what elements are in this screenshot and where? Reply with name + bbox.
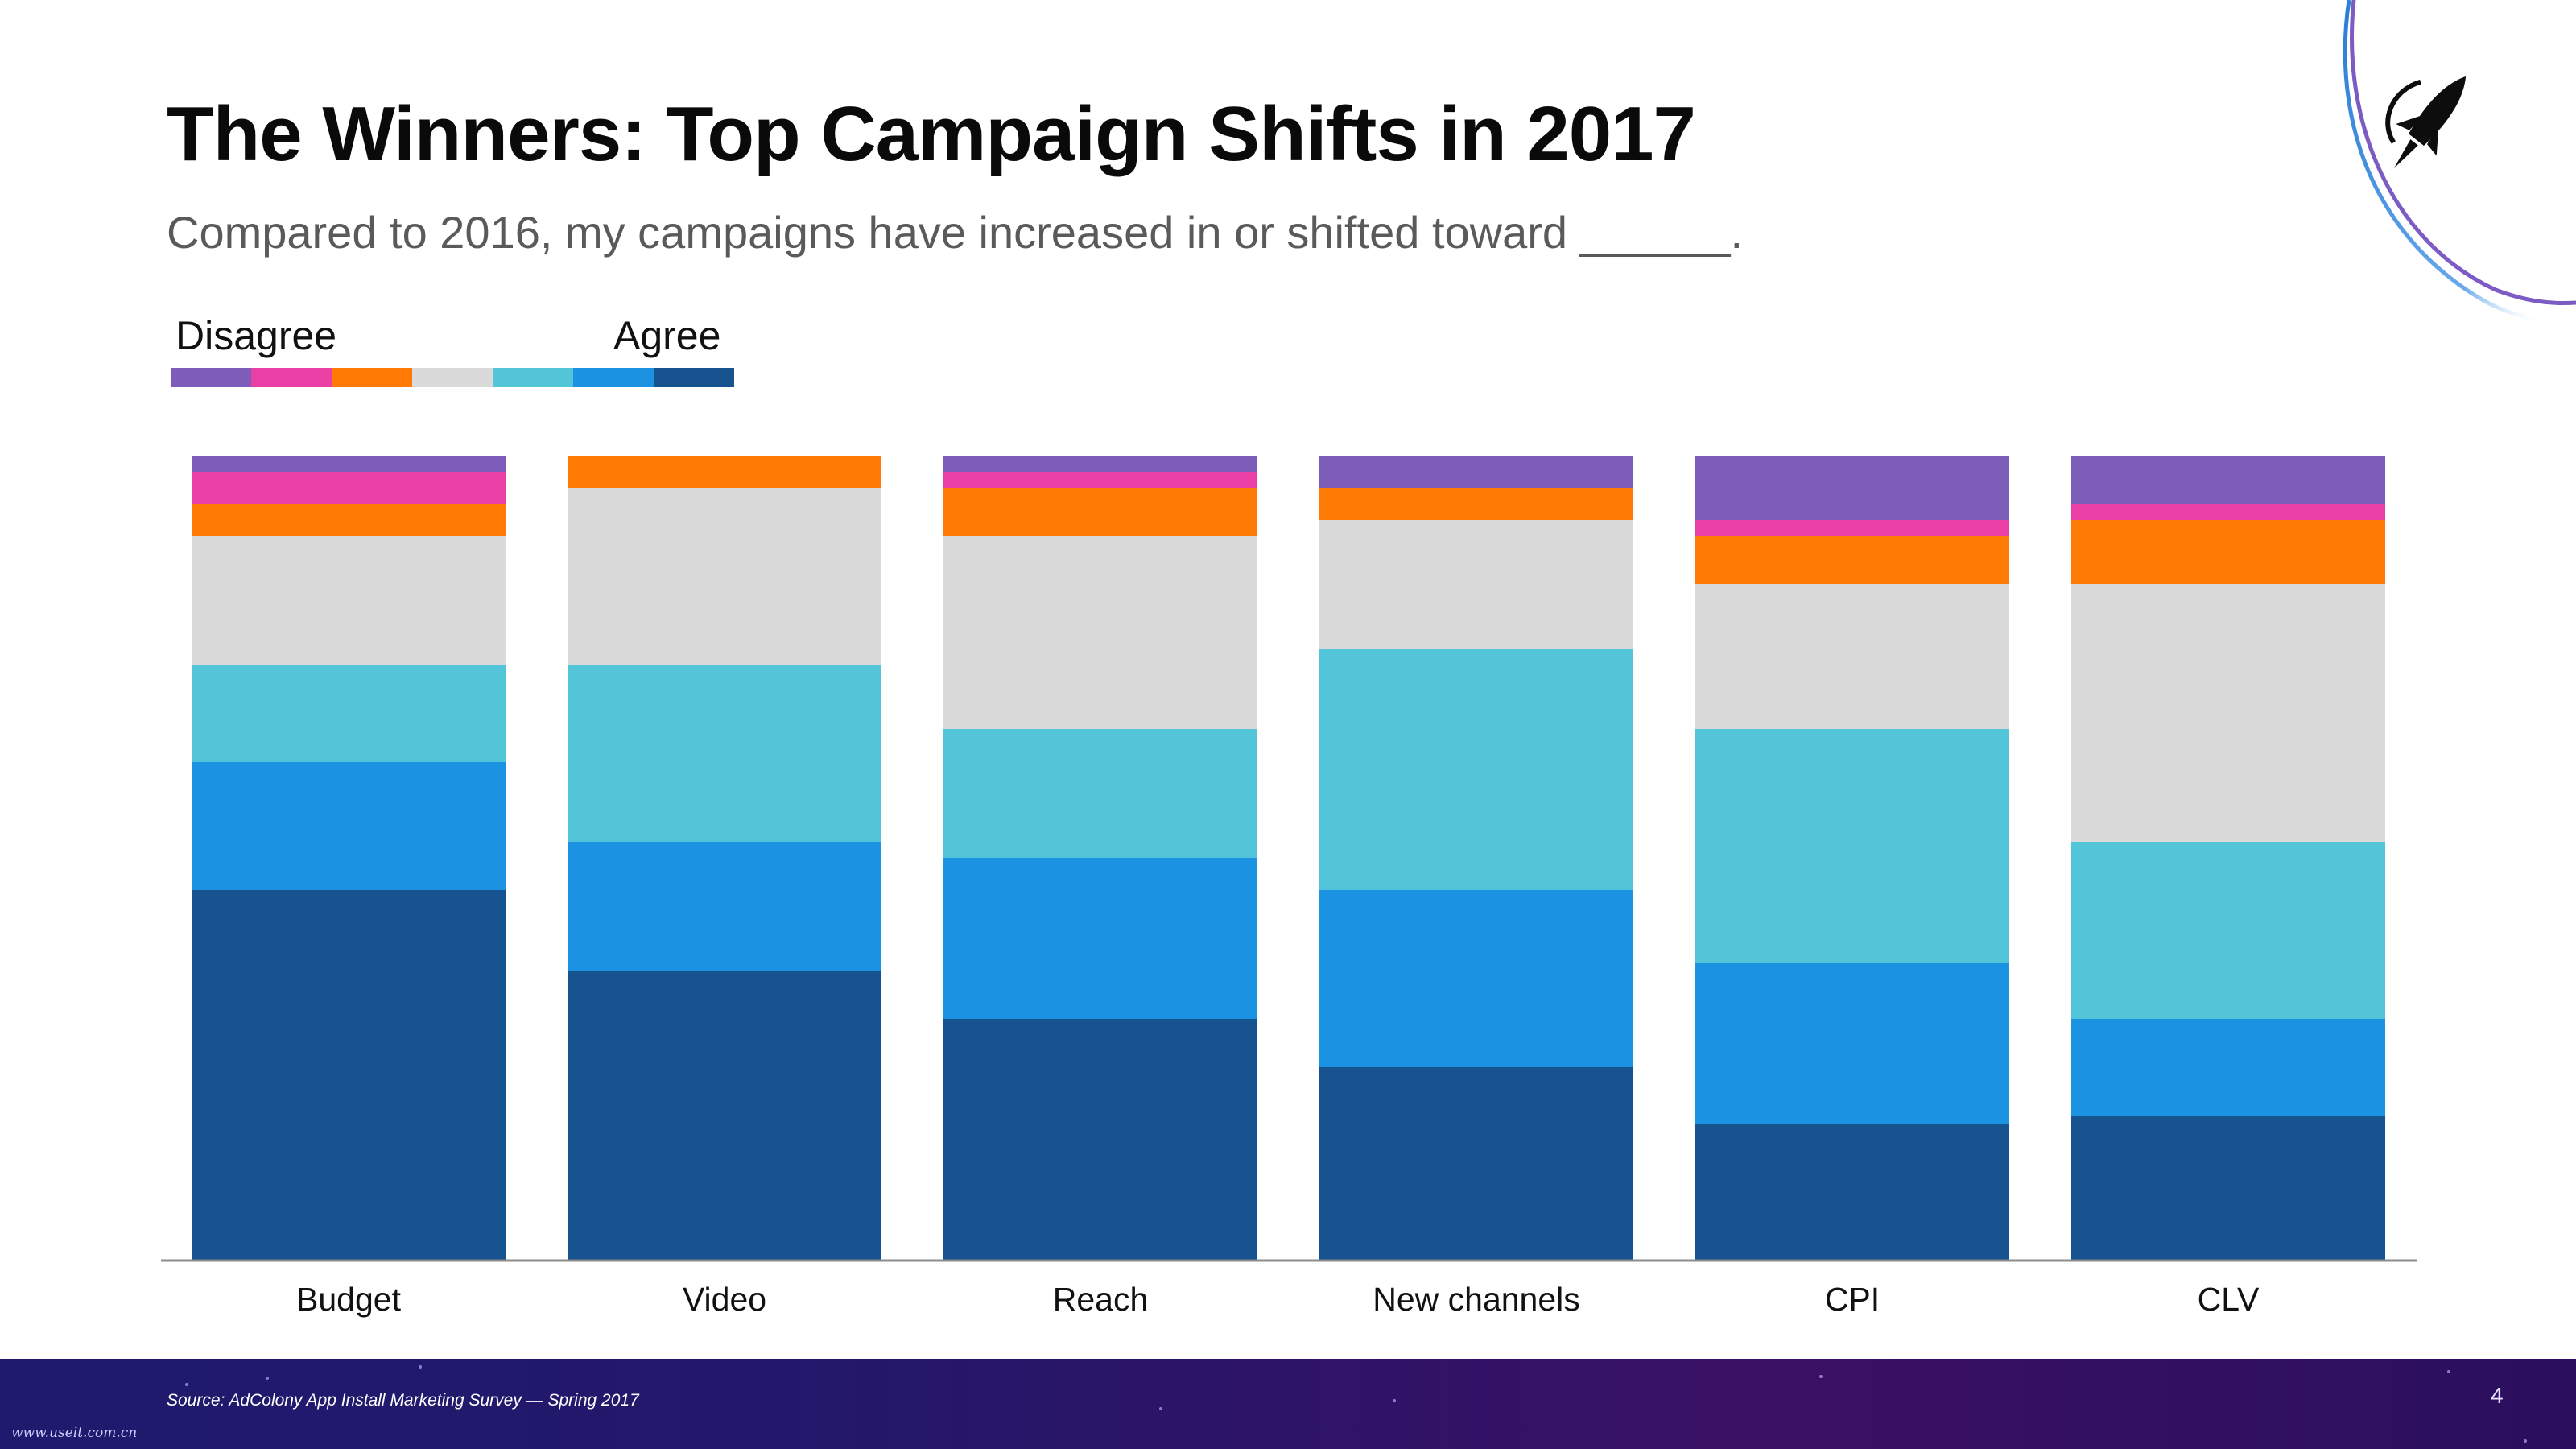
- bar-segment-3: [568, 456, 881, 488]
- bar-segment-3: [943, 488, 1257, 536]
- star-decoration: [1393, 1399, 1396, 1402]
- source-citation: Source: AdColony App Install Marketing S…: [167, 1391, 639, 1410]
- bar-segment-2: [943, 472, 1257, 488]
- bar-reach: [943, 456, 1257, 1261]
- bar-segment-2: [1695, 520, 2009, 536]
- bar-segment-1: [943, 456, 1257, 472]
- bar-segment-1: [2071, 456, 2385, 504]
- bar-segment-4: [192, 536, 506, 665]
- bar-segment-6: [192, 762, 506, 890]
- brand-logo: [2302, 0, 2576, 338]
- bar-new-channels: [1319, 456, 1633, 1261]
- bar-segment-6: [2071, 1019, 2385, 1116]
- bar-segment-7: [568, 971, 881, 1261]
- bar-segment-4: [1695, 584, 2009, 729]
- bar-segment-1: [1319, 456, 1633, 488]
- bar-segment-6: [943, 858, 1257, 1019]
- bar-segment-4: [2071, 584, 2385, 842]
- category-label: Reach: [1053, 1281, 1149, 1318]
- watermark: www.useit.com.cn: [11, 1425, 137, 1441]
- rocket-icon: [2361, 51, 2486, 184]
- bar-video: [568, 456, 881, 1261]
- bars-group: [192, 456, 2385, 1261]
- bar-cpi: [1695, 456, 2009, 1261]
- bar-segment-7: [1695, 1124, 2009, 1261]
- star-decoration: [2447, 1370, 2450, 1373]
- stacked-bar-chart: Budget Video Reach New channels CPI CLV: [0, 0, 2576, 1368]
- page-number: 4: [2491, 1383, 2504, 1409]
- star-decoration: [1819, 1375, 1823, 1378]
- bar-segment-7: [2071, 1116, 2385, 1261]
- bar-segment-2: [192, 472, 506, 504]
- bar-segment-4: [1319, 520, 1633, 649]
- bar-segment-4: [568, 488, 881, 665]
- bar-segment-7: [1319, 1067, 1633, 1261]
- star-decoration: [266, 1377, 269, 1380]
- category-label: Budget: [296, 1281, 402, 1318]
- bar-segment-3: [192, 504, 506, 536]
- star-decoration: [2524, 1439, 2527, 1443]
- bar-segment-5: [943, 729, 1257, 858]
- bar-segment-7: [192, 890, 506, 1261]
- star-decoration: [185, 1383, 188, 1386]
- bar-segment-7: [943, 1019, 1257, 1261]
- bar-segment-4: [943, 536, 1257, 729]
- bar-segment-3: [1695, 536, 2009, 584]
- bar-segment-5: [1695, 729, 2009, 963]
- bar-segment-5: [192, 665, 506, 762]
- star-decoration: [419, 1365, 422, 1368]
- bar-segment-5: [1319, 649, 1633, 890]
- star-decoration: [1159, 1407, 1162, 1410]
- bar-segment-3: [2071, 520, 2385, 584]
- bar-budget: [192, 456, 506, 1261]
- bar-segment-2: [2071, 504, 2385, 520]
- bar-segment-1: [1695, 456, 2009, 520]
- bar-segment-6: [1695, 963, 2009, 1124]
- bar-clv: [2071, 456, 2385, 1261]
- bar-segment-5: [2071, 842, 2385, 1019]
- bar-segment-5: [568, 665, 881, 842]
- bar-segment-6: [1319, 890, 1633, 1067]
- category-label: CPI: [1825, 1281, 1880, 1318]
- category-labels: Budget Video Reach New channels CPI CLV: [296, 1281, 2260, 1318]
- bar-segment-3: [1319, 488, 1633, 520]
- bar-segment-1: [192, 456, 506, 472]
- bar-segment-6: [568, 842, 881, 971]
- category-label: Video: [683, 1281, 766, 1318]
- category-label: New channels: [1373, 1281, 1580, 1318]
- category-label: CLV: [2198, 1281, 2260, 1318]
- orbit-arc-purple: [2352, 0, 2576, 303]
